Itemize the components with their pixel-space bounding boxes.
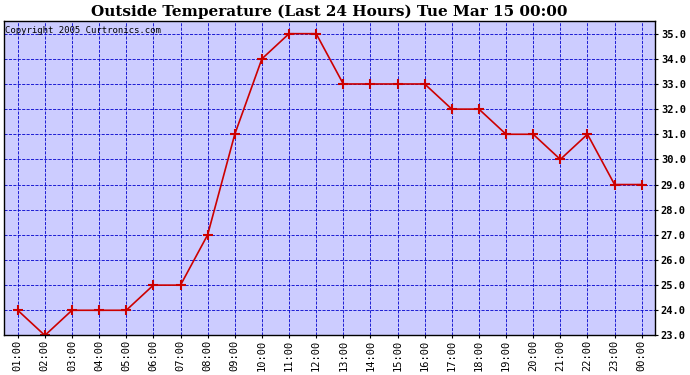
Title: Outside Temperature (Last 24 Hours) Tue Mar 15 00:00: Outside Temperature (Last 24 Hours) Tue … — [92, 4, 568, 18]
Text: Copyright 2005 Curtronics.com: Copyright 2005 Curtronics.com — [6, 26, 161, 35]
